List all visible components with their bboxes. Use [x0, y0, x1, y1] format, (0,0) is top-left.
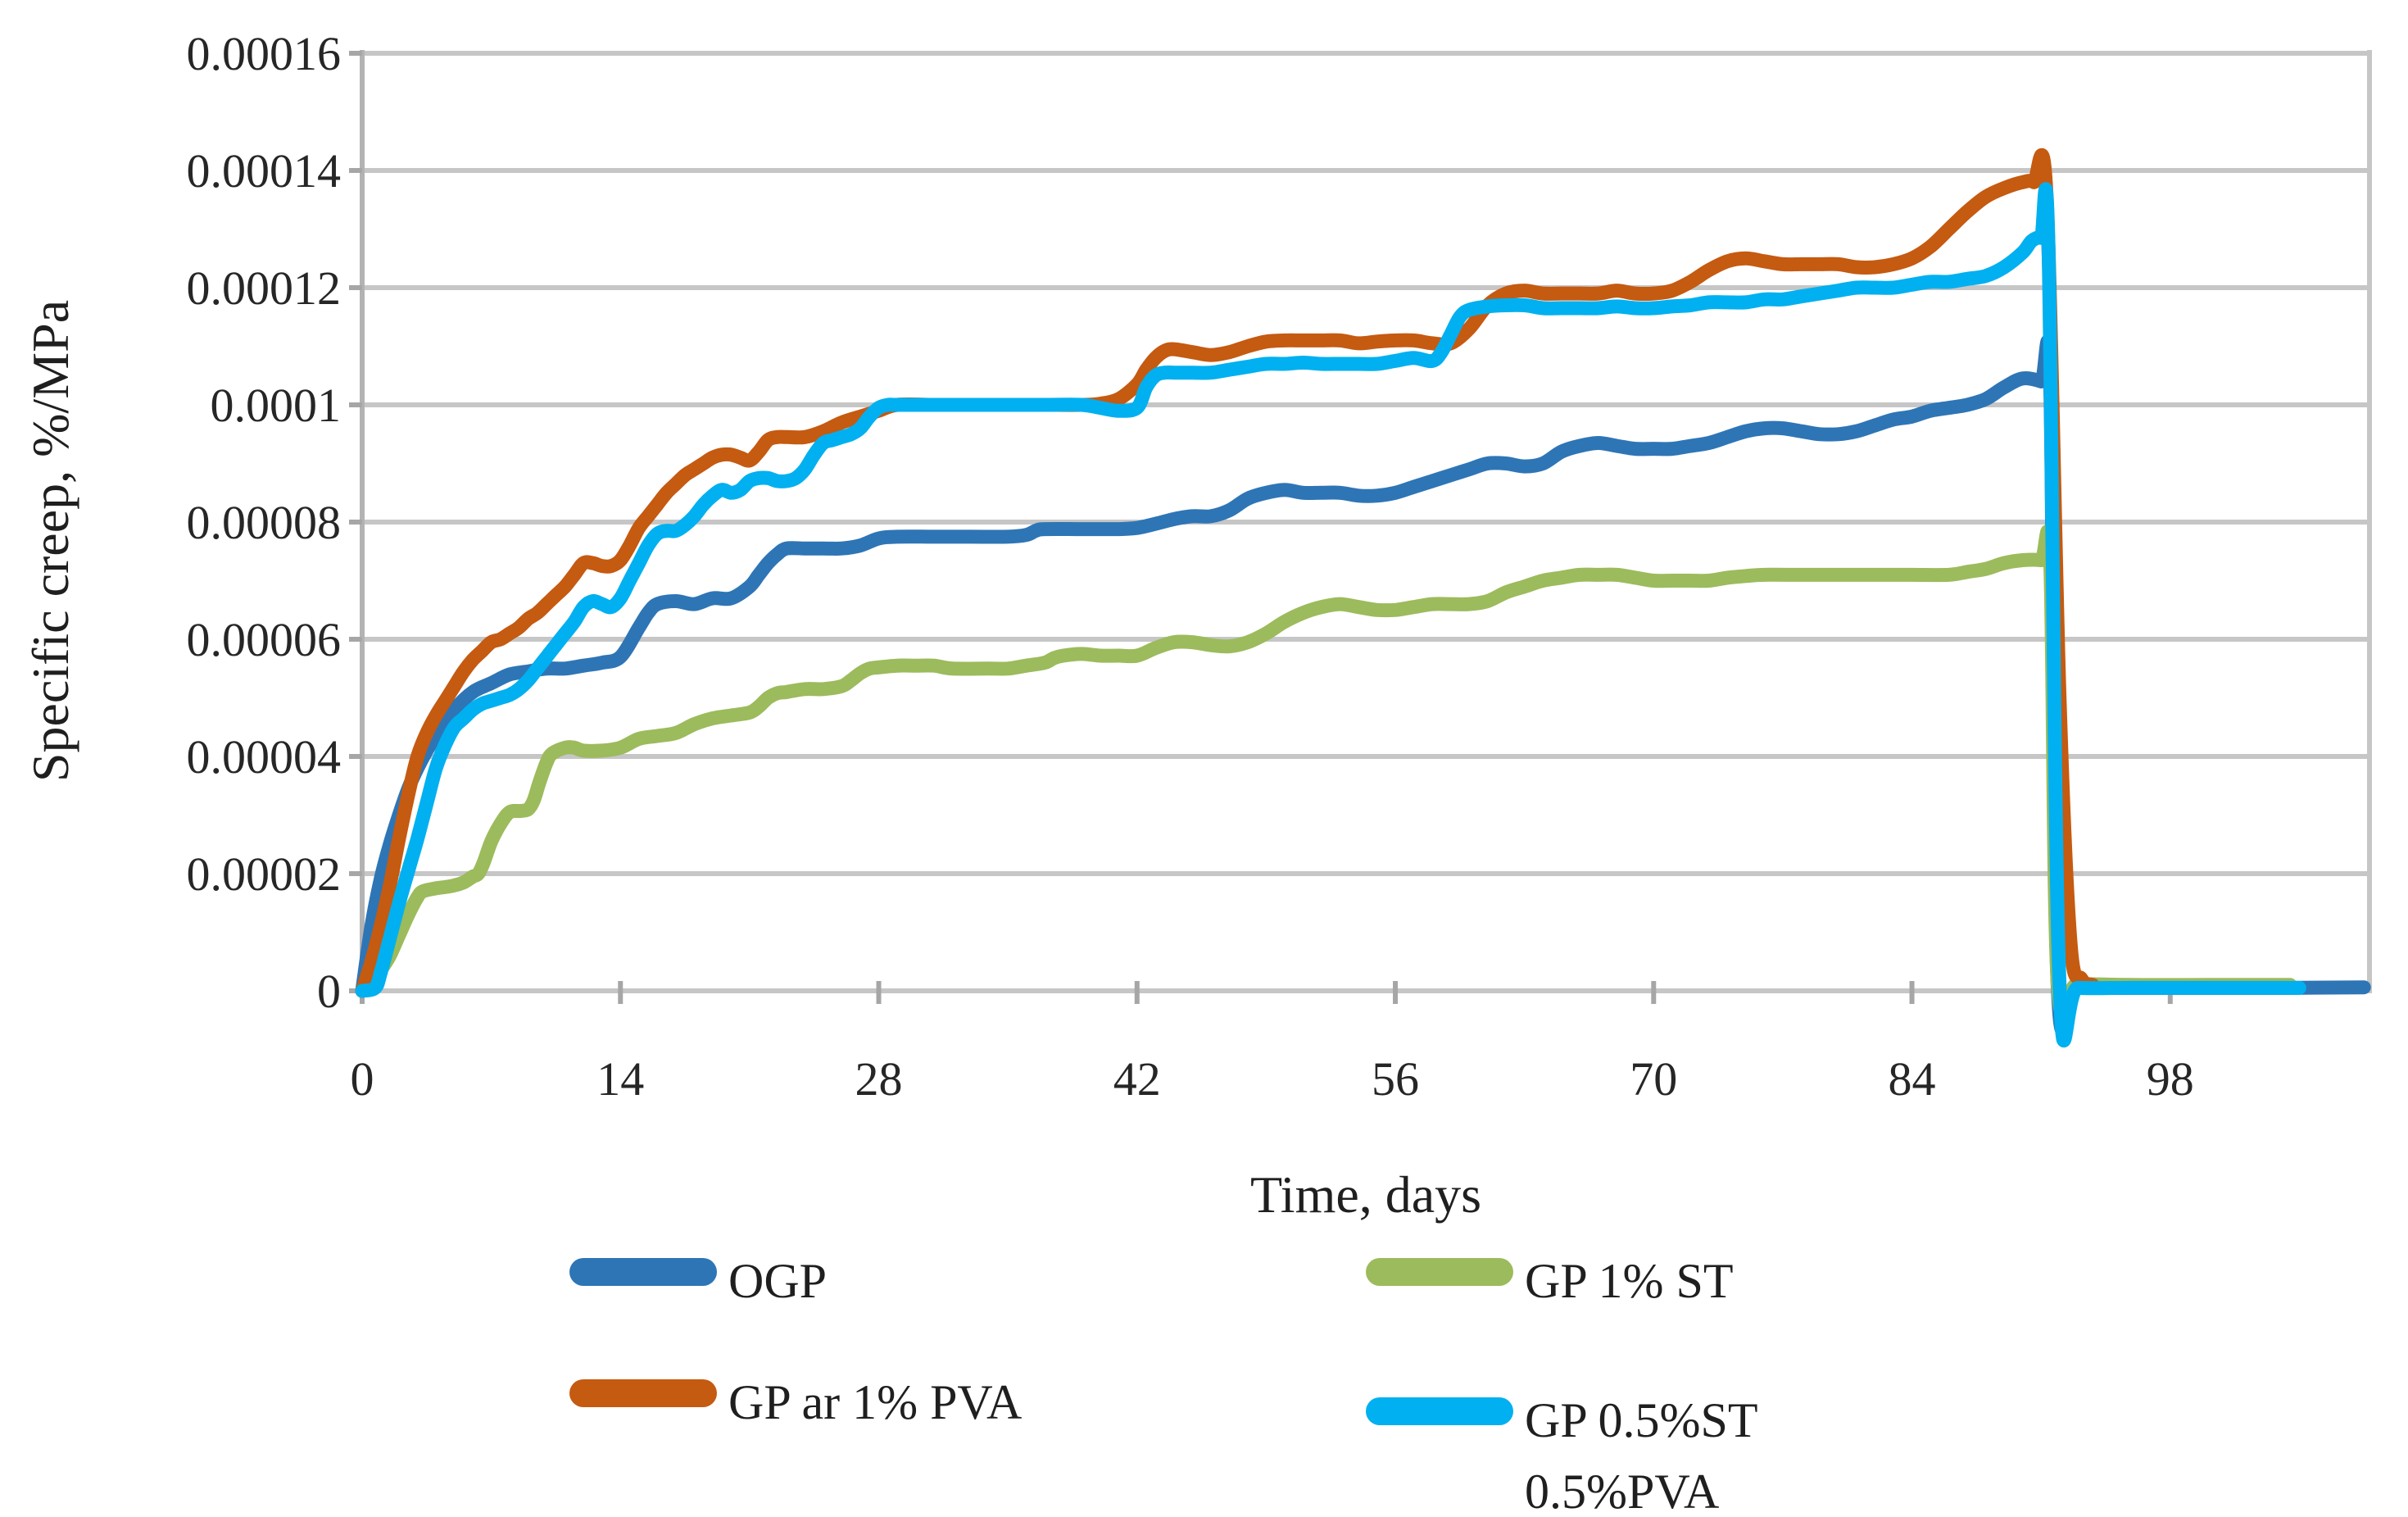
y-axis-title: Specific creep, %/MPa [21, 299, 79, 783]
x-tick-label: 28 [855, 1052, 903, 1106]
legend-item-gp-ar-1pct-pva: GP ar 1% PVA [569, 1367, 1022, 1438]
x-tick-label: 14 [596, 1052, 645, 1106]
y-tick-label: 0.00016 [186, 27, 342, 80]
legend-swatch-ogp [569, 1258, 717, 1286]
x-tick-label: 84 [1888, 1052, 1936, 1106]
legend-swatch-gp-1pct-st [1366, 1258, 1513, 1286]
y-tick-label: 0.00006 [186, 613, 342, 666]
legend-item-gp-05st-05pva: GP 0.5%ST 0.5%PVA [1366, 1385, 1757, 1517]
legend-label-gp-ar-1pct-pva: GP ar 1% PVA [728, 1375, 1023, 1429]
y-tick-label: 0.0001 [210, 379, 342, 432]
y-tick-label: 0.00008 [186, 496, 342, 549]
x-tick-label: 56 [1372, 1052, 1420, 1106]
x-tick-label: 98 [2146, 1052, 2194, 1106]
series-line-gp-0-5-st-0-5-pva [355, 182, 2306, 1048]
x-tick-label: 70 [1630, 1052, 1678, 1106]
legend-swatch-gp-ar-1pct-pva [569, 1379, 717, 1407]
x-tick-label: 42 [1113, 1052, 1161, 1106]
y-tick-label: 0.00004 [186, 730, 342, 783]
series-line-ogp [355, 334, 2371, 1038]
legend-item-gp-1pct-st: GP 1% ST [1366, 1246, 1733, 1317]
legend-label-gp-05st-05pva-line2: 0.5%PVA [1525, 1465, 1720, 1517]
legend-label-gp-05st-05pva: GP 0.5%ST 0.5%PVA [1525, 1385, 1757, 1517]
y-tick-label: 0.00014 [186, 144, 342, 198]
x-axis-title: Time, days [1249, 1165, 1482, 1224]
legend-item-ogp: OGP [569, 1246, 827, 1317]
series-line-gp-ar-1-pva [355, 148, 2100, 998]
legend-label-ogp: OGP [728, 1254, 828, 1308]
legend-label-gp-1pct-st: GP 1% ST [1525, 1254, 1734, 1308]
y-tick-label: 0.00002 [186, 847, 342, 901]
legend-swatch-gp-05st-05pva [1366, 1397, 1513, 1425]
legend-label-gp-05st-05pva-line1: GP 0.5%ST [1525, 1393, 1758, 1447]
y-tick-label: 0 [317, 965, 341, 1018]
x-tick-label: 0 [350, 1052, 374, 1106]
series-line-gp-1-st [355, 524, 2297, 1021]
y-tick-label: 0.00012 [186, 261, 342, 315]
